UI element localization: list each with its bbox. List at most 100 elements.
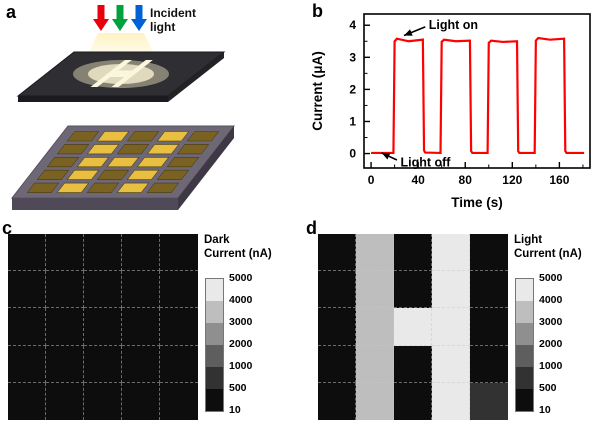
heatmap-cell (122, 382, 160, 420)
heatmap-cell (432, 234, 470, 272)
colorbar-segment (206, 301, 223, 323)
colorbar-scale (515, 278, 534, 412)
incident-light-label-line1: Incident (150, 6, 196, 20)
electrode-chip (126, 131, 160, 142)
colorbar-tick-label: 10 (229, 404, 241, 416)
photocurrent-trace (371, 36, 585, 155)
heatmap-cell (394, 382, 432, 420)
annotation-label: Light off (400, 156, 451, 170)
device-schematic: Incident light (10, 5, 236, 210)
x-axis-title: Time (s) (451, 195, 503, 210)
heatmap-cell (356, 345, 394, 383)
colorbar-segment (206, 345, 223, 367)
electrode-chip (46, 157, 80, 168)
heatmap-cell (8, 345, 46, 383)
electrode-chip (96, 131, 130, 142)
electrode-chip (126, 169, 160, 180)
y-tick-label: 4 (349, 18, 356, 32)
heatmap-cell (160, 345, 198, 383)
heatmap-cell (318, 234, 356, 272)
heatmap-cell (356, 271, 394, 309)
heatmap-cell (8, 271, 46, 309)
x-tick-label: 120 (502, 173, 522, 187)
colorbar-tick-label: 5000 (539, 272, 563, 284)
heatmap-cell (356, 308, 394, 346)
panel-b-label: b (312, 1, 323, 21)
x-tick-label: 80 (459, 173, 473, 187)
colorbar-segment (516, 301, 533, 323)
heatmap-cell (356, 382, 394, 420)
heatmap-cell (432, 345, 470, 383)
incident-light-arrows-icon (93, 5, 147, 31)
electrode-chip (96, 169, 130, 180)
colorbar-tick-label: 500 (539, 382, 557, 394)
heatmap-cell (318, 271, 356, 309)
red-arrow-icon (93, 5, 109, 31)
heatmap-cell (394, 308, 432, 346)
colorbar-tick-label: 10 (539, 404, 551, 416)
electrode-chip (86, 144, 120, 155)
heatmap-cell (46, 234, 84, 272)
colorbar-labels: 5000 4000 3000 2000 1000 500 10 (539, 272, 597, 416)
colorbar-segment (516, 389, 533, 411)
heatmap-cell (84, 345, 122, 383)
heatmap-cell (470, 234, 508, 272)
heatmap-cell (318, 345, 356, 383)
electrode-chip (66, 169, 100, 180)
colorbar-tick-label: 4000 (539, 294, 563, 306)
electrode-chip (116, 182, 150, 193)
heatmap-cell (432, 382, 470, 420)
heatmap-cell (470, 271, 508, 309)
h-aperture (90, 60, 153, 87)
annotation-arrow (381, 152, 398, 161)
colorbar-title-line1: Dark (204, 234, 230, 246)
heatmap-cell (470, 382, 508, 420)
colorbar-segment (516, 367, 533, 389)
heatmap-cell (432, 271, 470, 309)
heatmap-cell (160, 382, 198, 420)
photocurrent-chart: 0 40 80 120 160 0 1 2 3 4 Time (s) Current (μA) Ligh… (310, 13, 591, 210)
panel-c-label: c (2, 218, 13, 238)
blue-arrow-icon (131, 5, 147, 31)
colorbar-tick-label: 3000 (539, 316, 563, 328)
heatmap-cell (122, 234, 160, 272)
y-tick-label: 2 (349, 82, 356, 96)
colorbar-tick-label: 500 (229, 382, 247, 394)
heatmap-cell (470, 308, 508, 346)
electrode-chip (56, 182, 90, 193)
colorbar-labels: 5000 4000 3000 2000 1000 500 10 (229, 272, 287, 416)
substrate-side (178, 126, 234, 210)
colorbar-segment (516, 279, 533, 301)
heatmap-cell (84, 234, 122, 272)
colorbar-tick-label: 5000 (229, 272, 253, 284)
y-axis-title: Current (μA) (310, 51, 325, 131)
heatmap-cell (122, 271, 160, 309)
heatmap-cell (46, 308, 84, 346)
heatmap-cell (470, 345, 508, 383)
colorbar-segment (206, 389, 223, 411)
incident-light-label-line2: light (150, 20, 175, 34)
panel-d-label: d (306, 218, 317, 238)
x-tick-label: 0 (368, 173, 375, 187)
annotation-label: Light on (429, 18, 478, 32)
colorbar-segment (516, 323, 533, 345)
colorbar-tick-label: 1000 (229, 360, 253, 372)
colorbar-tick-label: 2000 (229, 338, 253, 350)
heatmap-cell (46, 345, 84, 383)
colorbar-segment (206, 279, 223, 301)
heatmap-cell (8, 382, 46, 420)
electrode-chip (106, 157, 140, 168)
heatmap-cell (394, 234, 432, 272)
colorbar-title: Light Current (nA) (514, 234, 582, 262)
heatmap-cell (8, 308, 46, 346)
y-tick-label: 3 (349, 50, 356, 64)
heatmap-cell (84, 382, 122, 420)
heatmap-cell (432, 308, 470, 346)
electrode-chip (26, 182, 60, 193)
heatmap-cell (356, 234, 394, 272)
colorbar-segment (206, 367, 223, 389)
heatmap-cell (160, 271, 198, 309)
annotation-arrow (403, 26, 426, 37)
y-tick-label: 0 (349, 147, 356, 161)
shadow-mask-side (168, 52, 224, 102)
